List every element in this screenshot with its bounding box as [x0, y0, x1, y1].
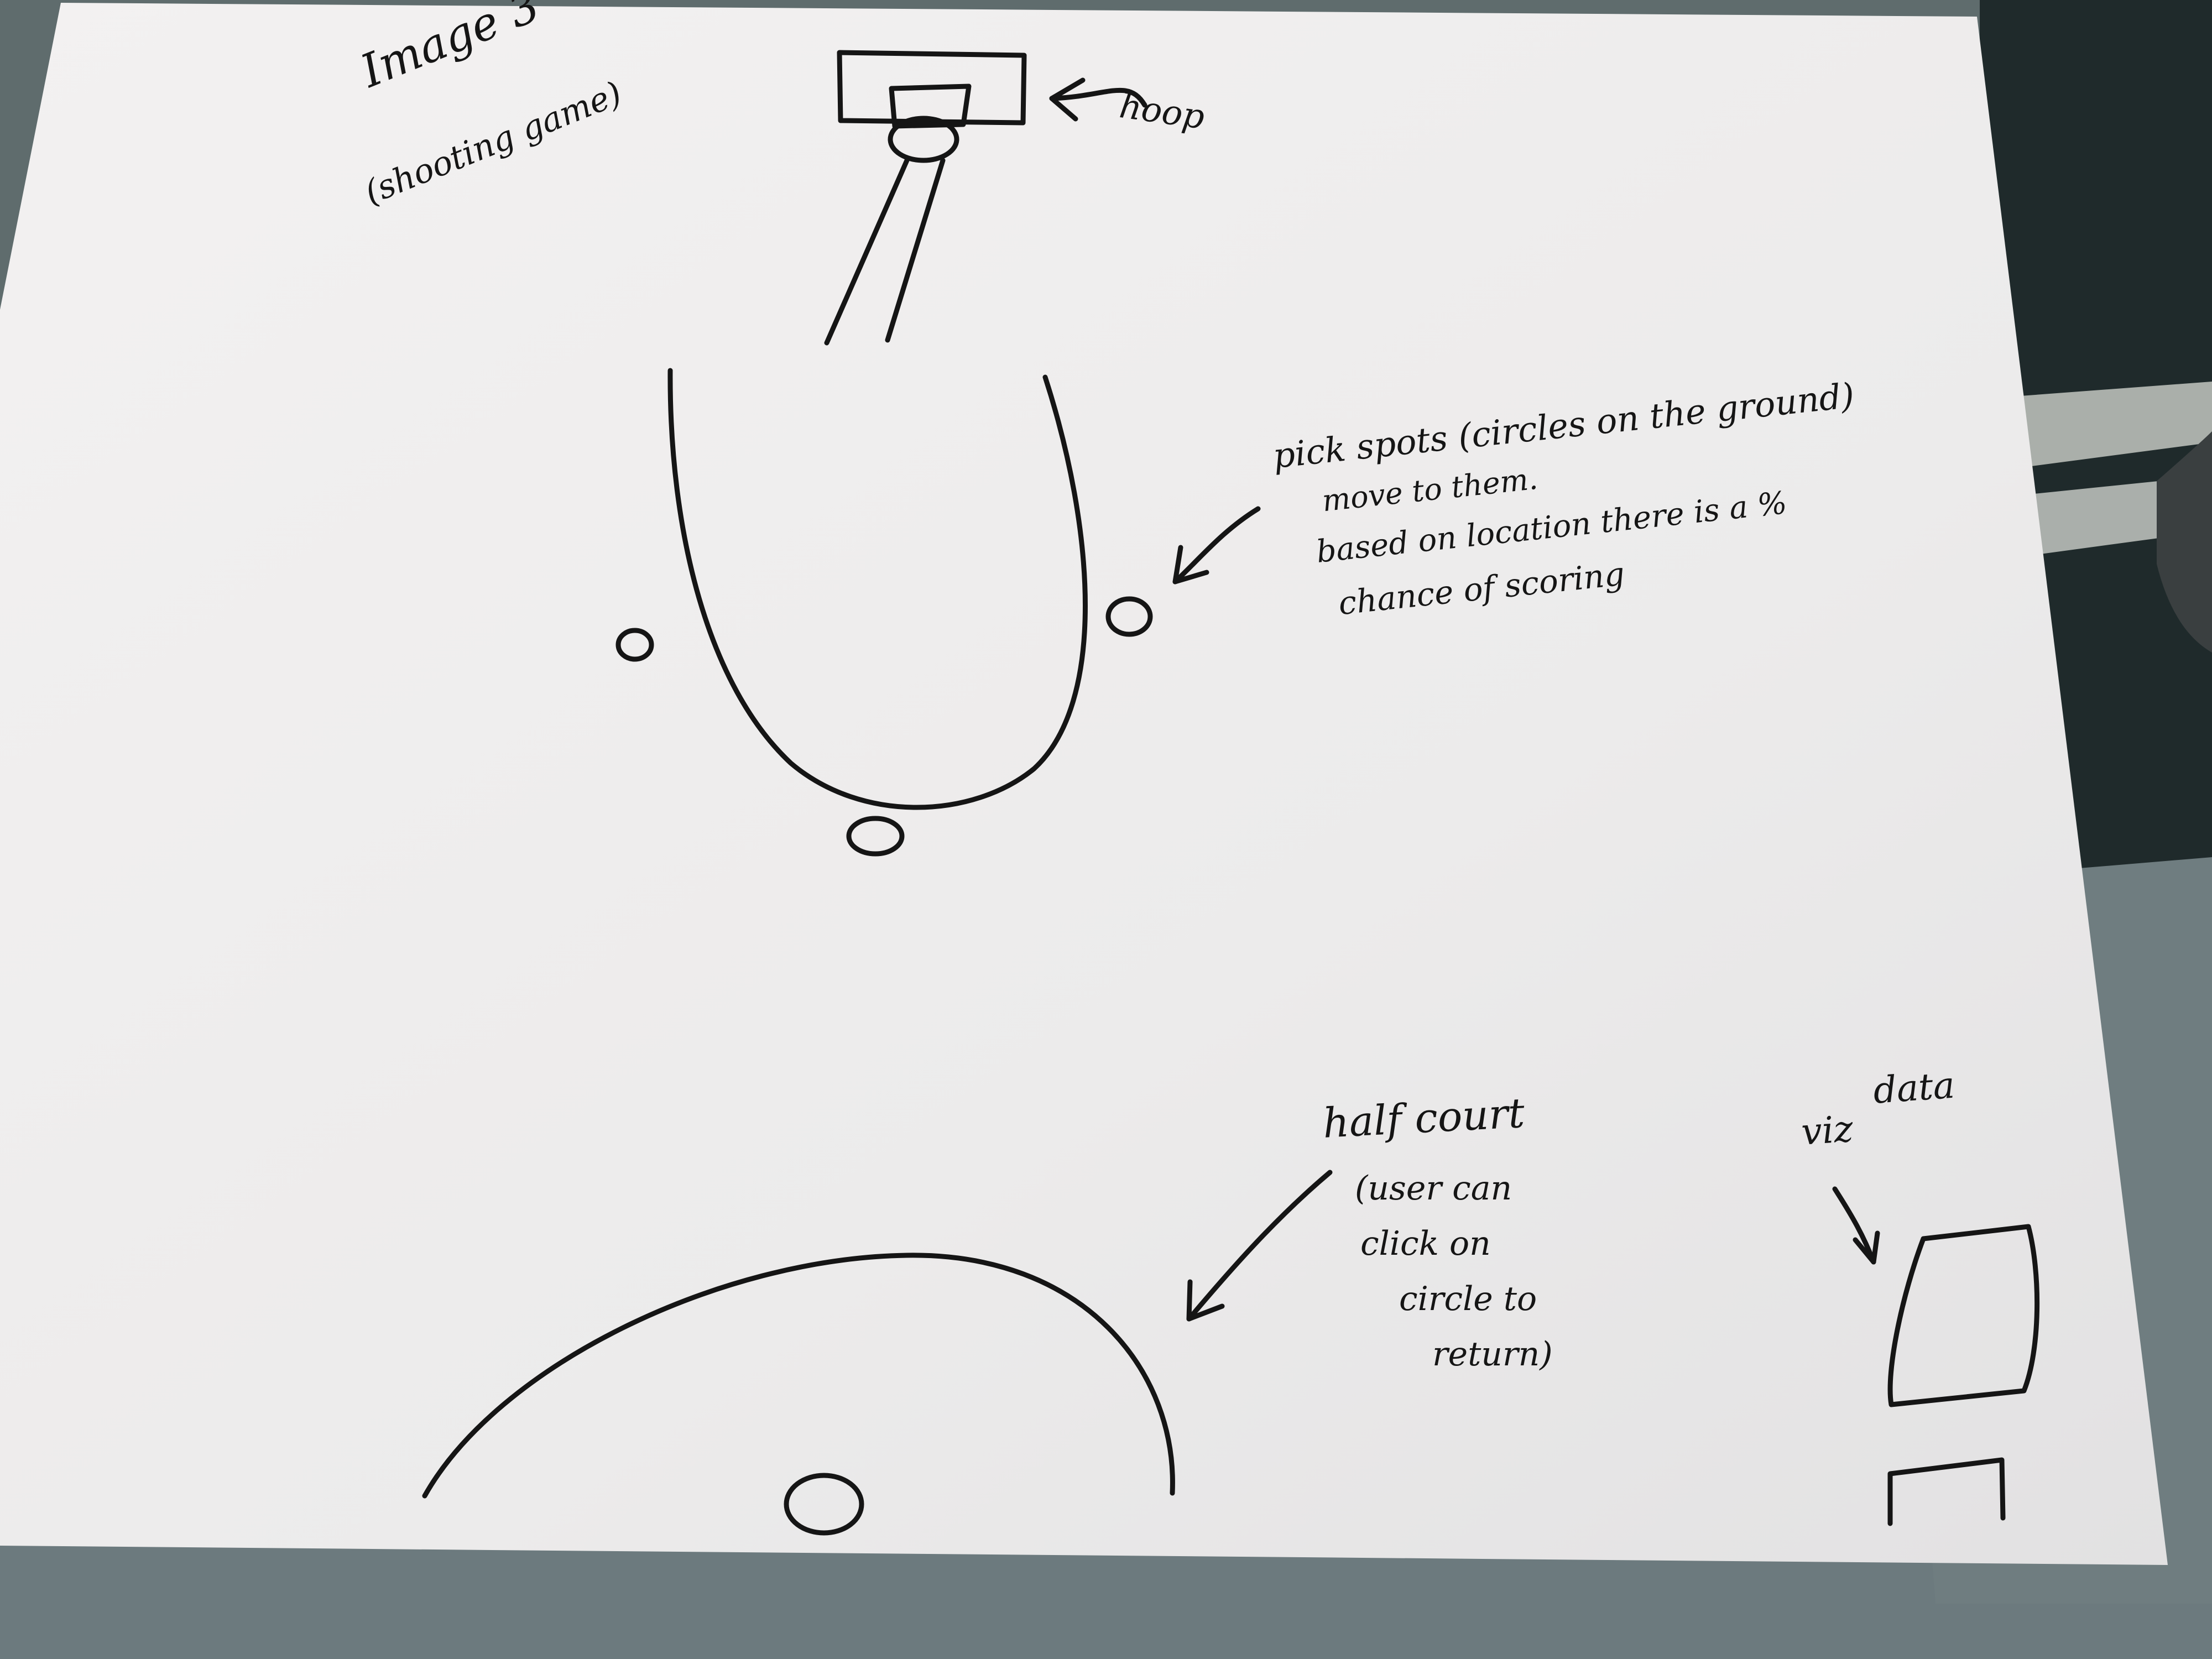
- backboard-inner-square: [889, 84, 972, 129]
- shot-spot-left[interactable]: [615, 628, 654, 662]
- lane-line-right: [885, 158, 946, 343]
- light-reflection: [1991, 382, 2212, 470]
- shot-spot-right[interactable]: [1105, 596, 1153, 637]
- hoop-arrow-head: [1049, 77, 1086, 122]
- data-viz-label-bottom: viz: [1799, 1107, 1855, 1154]
- half-court-arrow-head: [1186, 1279, 1225, 1322]
- spots-arrow-head: [1172, 545, 1209, 585]
- half-court-note-line-3: circle to: [1399, 1280, 1537, 1318]
- lane-line-left: [824, 158, 910, 346]
- hoop-arrow-shaft: [1049, 87, 1147, 108]
- backboard: [837, 50, 1027, 126]
- three-point-arc: [667, 368, 1088, 810]
- data-viz-arrow-shaft: [1832, 1186, 1876, 1265]
- hoop-rim: [888, 116, 959, 163]
- half-court-arc: [422, 1253, 1175, 1499]
- paper-sheet: [0, 3, 2168, 1565]
- half-court-circle[interactable]: [784, 1473, 864, 1536]
- shot-spot-top[interactable]: [846, 816, 905, 857]
- data-viz-arrow-head: [1853, 1230, 1880, 1265]
- data-viz-label-top: data: [1871, 1063, 1957, 1112]
- half-court-note-line-4: return): [1432, 1335, 1553, 1374]
- data-viz-box-lower[interactable]: [1887, 1457, 2006, 1526]
- data-viz-box[interactable]: [1887, 1224, 2040, 1407]
- half-court-arrow-shaft: [1186, 1170, 1333, 1322]
- spots-arrow-shaft: [1172, 506, 1261, 585]
- half-court-note-line-1: (user can: [1355, 1169, 1512, 1208]
- half-court-note-line-2: click on: [1360, 1224, 1491, 1263]
- object-edge: [2157, 431, 2212, 653]
